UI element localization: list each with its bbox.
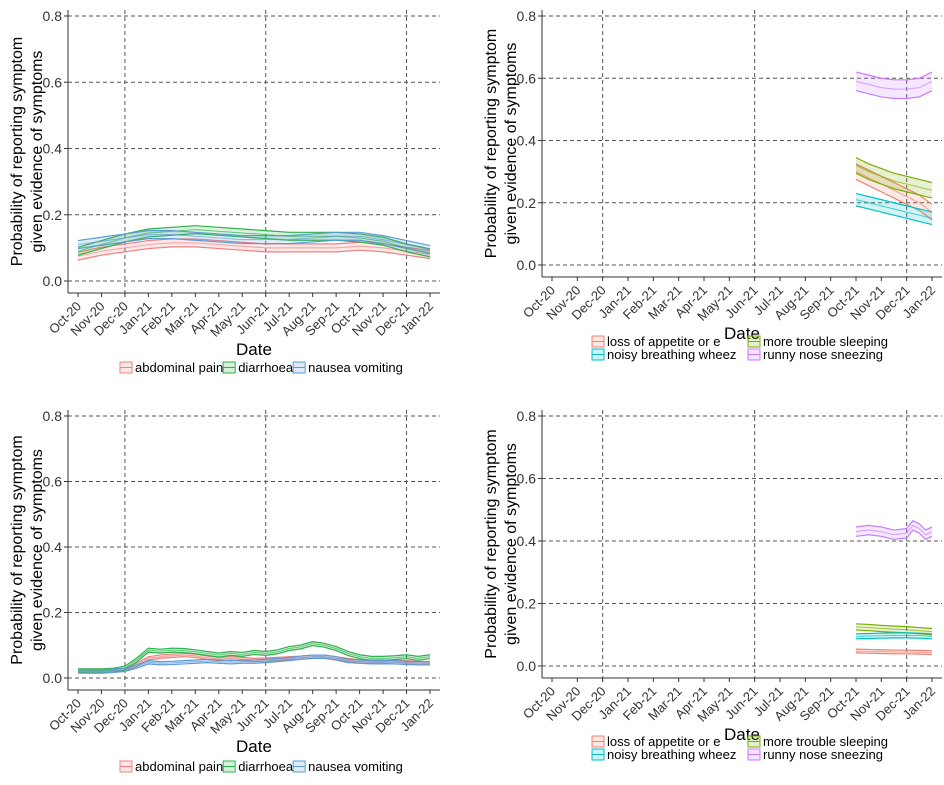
y-tick-label: 0.6 — [43, 474, 63, 490]
y-axis-label: Probability of reporting symptom — [9, 37, 26, 266]
chart-panel-bottom-left: 0.00.20.40.60.8Oct-20Nov-20Dec-20Jan-21F… — [9, 408, 440, 774]
series-band-lower — [855, 529, 933, 541]
series-line — [855, 650, 933, 654]
series-line — [77, 242, 431, 257]
series-line — [78, 643, 431, 672]
series-band-upper — [78, 641, 431, 670]
legend: loss of appetite or e more trouble sleepi… — [591, 734, 888, 762]
x-axis-label: Date — [236, 737, 272, 756]
series-band-lower — [855, 90, 933, 100]
series-line — [855, 626, 933, 633]
series-band — [78, 225, 430, 257]
legend-label: abdominal pain — [135, 759, 223, 774]
y-tick-label: 0.2 — [43, 207, 63, 223]
y-tick-label: 0.4 — [517, 133, 537, 149]
series-line — [855, 164, 933, 191]
series-band-lower — [855, 652, 933, 656]
y-axis-label: Probability of reporting symptom — [483, 429, 500, 658]
chart-panel-top-right: 0.00.20.40.60.8Oct-20Nov-20Dec-20Jan-21F… — [483, 8, 942, 362]
series-band — [856, 72, 932, 99]
legend: loss of appetite or e more trouble sleepi… — [591, 334, 888, 362]
legend-label: diarrhoea — [238, 360, 294, 375]
legend-label: runny nose sneezing — [763, 747, 883, 762]
y-tick-label: 0.0 — [517, 658, 537, 674]
x-axis-label: Date — [236, 340, 272, 359]
y-axis-label: given evidence of symptoms — [29, 51, 46, 253]
legend-label: loss of appetite or e — [607, 334, 720, 349]
legend-label: diarrhoea — [238, 759, 294, 774]
series-line — [77, 229, 431, 254]
y-tick-label: 0.2 — [517, 596, 537, 612]
chart-panel-bottom-right: 0.00.20.40.60.8Oct-20Nov-20Dec-20Jan-21F… — [483, 408, 942, 762]
y-tick-label: 0.2 — [43, 605, 63, 621]
series-band-upper — [855, 648, 933, 652]
series-line — [77, 234, 431, 251]
y-tick-label: 0.8 — [517, 408, 537, 424]
y-tick-label: 0.8 — [43, 8, 63, 24]
y-tick-label: 0.0 — [43, 670, 63, 686]
legend-label: abdominal pain — [135, 360, 223, 375]
y-axis-label: given evidence of symptoms — [503, 443, 520, 645]
series-band-lower — [855, 205, 933, 226]
series-band-lower — [855, 172, 933, 199]
series-line — [855, 199, 933, 219]
y-tick-label: 0.0 — [43, 273, 63, 289]
legend-label: nausea vomiting — [308, 360, 403, 375]
series-band-lower — [77, 238, 431, 255]
series-band-lower — [78, 657, 430, 674]
legend-label: noisy breathing wheez — [607, 347, 736, 362]
series-band-lower — [855, 629, 933, 636]
series-line — [855, 80, 933, 90]
series-band-upper — [78, 654, 430, 671]
y-tick-label: 0.0 — [517, 257, 537, 273]
series-band-upper — [855, 632, 933, 635]
series-line — [855, 171, 933, 213]
series-band-upper — [855, 71, 933, 81]
y-tick-label: 0.8 — [517, 8, 537, 24]
y-tick-label: 0.4 — [517, 533, 537, 549]
y-tick-label: 0.4 — [43, 141, 63, 157]
series-band-upper — [855, 519, 933, 531]
y-axis-label: given evidence of symptoms — [503, 43, 520, 245]
y-tick-label: 0.4 — [43, 539, 63, 555]
series-line — [855, 634, 933, 637]
legend: abdominal pain diarrhoea nausea vomiting — [119, 360, 403, 375]
series-band-lower — [77, 246, 431, 261]
legend-label: noisy breathing wheez — [607, 747, 736, 762]
y-tick-label: 0.6 — [517, 70, 537, 86]
series-band-lower — [855, 637, 933, 640]
chart-panel-top-left: 0.00.20.40.60.8Oct-20Nov-20Dec-20Jan-21F… — [9, 8, 440, 375]
x-axis-label: Date — [724, 725, 760, 744]
series-line — [855, 524, 933, 536]
legend-label: more trouble sleeping — [763, 334, 888, 349]
series-band — [856, 163, 932, 220]
series-band — [856, 157, 932, 199]
y-axis-label: Probability of reporting symptom — [9, 435, 26, 664]
y-axis-label: Probability of reporting symptom — [483, 29, 500, 258]
series-band-upper — [855, 192, 933, 213]
y-tick-label: 0.6 — [517, 471, 537, 487]
y-tick-label: 0.2 — [517, 195, 537, 211]
series-line — [78, 656, 430, 672]
y-tick-label: 0.8 — [43, 408, 63, 424]
series-band-upper — [855, 157, 933, 184]
series-band — [78, 238, 430, 261]
legend: abdominal pain diarrhoea nausea vomiting — [119, 759, 403, 774]
legend-label: runny nose sneezing — [763, 347, 883, 362]
x-axis-label: Date — [724, 324, 760, 343]
legend-label: nausea vomiting — [308, 759, 403, 774]
y-tick-label: 0.6 — [43, 74, 63, 90]
series-band-lower — [855, 178, 933, 221]
series-band-lower — [77, 233, 431, 258]
series-band-upper — [77, 225, 431, 250]
legend-label: more trouble sleeping — [763, 734, 888, 749]
series-band-upper — [77, 230, 431, 247]
legend-label: loss of appetite or e — [607, 734, 720, 749]
y-axis-label: given evidence of symptoms — [29, 449, 46, 651]
series-band-upper — [855, 623, 933, 630]
